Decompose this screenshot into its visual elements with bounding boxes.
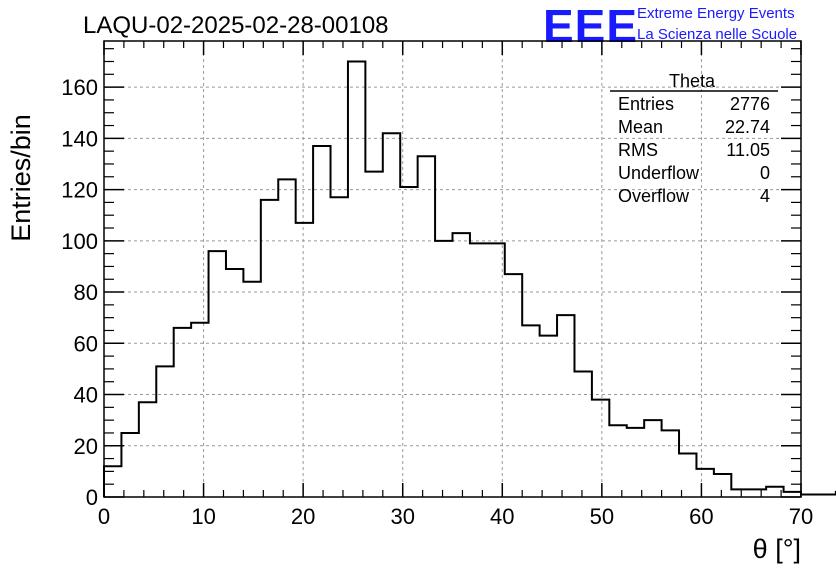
- plot-frame: [103, 40, 802, 498]
- y-tick-label: 0: [86, 485, 98, 510]
- y-tick-label: 20: [74, 434, 98, 459]
- y-tick-label: 120: [61, 178, 98, 203]
- x-tick-label: 0: [98, 504, 110, 529]
- x-tick-label: 20: [291, 504, 315, 529]
- eee-logo-line2: La Scienza nelle Scuole: [637, 26, 797, 43]
- eee-logo-line1: Extreme Energy Events: [637, 5, 795, 22]
- y-tick-label: 60: [74, 331, 98, 356]
- stats-row-value: 0: [760, 163, 770, 183]
- stats-row-label: Mean: [618, 117, 663, 137]
- eee-logo: EEE Extreme Energy Events La Scienza nel…: [543, 0, 797, 52]
- stats-row-label: Entries: [618, 94, 674, 114]
- y-tick-label: 140: [61, 126, 98, 151]
- histogram-line: [103, 60, 836, 497]
- y-tick-label: 160: [61, 75, 98, 100]
- chart-title: LAQU-02-2025-02-28-00108: [83, 12, 389, 39]
- stats-box: Theta Entries 2776 Mean 22.74 RMS 11.05 Underf…: [610, 71, 778, 206]
- y-tick-label: 100: [61, 229, 98, 254]
- y-tick-label: 80: [74, 280, 98, 305]
- x-axis-ticks: 0 10 20 30 40 50 60 70: [98, 41, 813, 529]
- x-tick-label: 50: [590, 504, 614, 529]
- stats-row-value: 4: [760, 186, 770, 206]
- stats-row-label: Overflow: [618, 186, 690, 206]
- y-axis-label: Entries/bin: [6, 114, 36, 242]
- eee-logo-mark: EEE: [543, 0, 638, 52]
- x-tick-label: 60: [689, 504, 713, 529]
- stats-row-value: 11.05: [726, 140, 770, 160]
- stats-box-title: Theta: [669, 71, 716, 91]
- stats-row-label: Underflow: [618, 163, 700, 183]
- stats-row-value: 2776: [730, 94, 770, 114]
- x-tick-label: 30: [390, 504, 414, 529]
- x-tick-label: 10: [191, 504, 215, 529]
- x-axis-label: θ [°]: [753, 534, 801, 564]
- stats-box-rows: Entries 2776 Mean 22.74 RMS 11.05 Underflow 0 Ov…: [618, 94, 770, 206]
- y-tick-label: 40: [74, 383, 98, 408]
- stats-row-value: 22.74: [725, 117, 770, 137]
- x-tick-label: 40: [490, 504, 514, 529]
- x-tick-label: 70: [789, 504, 813, 529]
- stats-row-label: RMS: [618, 140, 658, 160]
